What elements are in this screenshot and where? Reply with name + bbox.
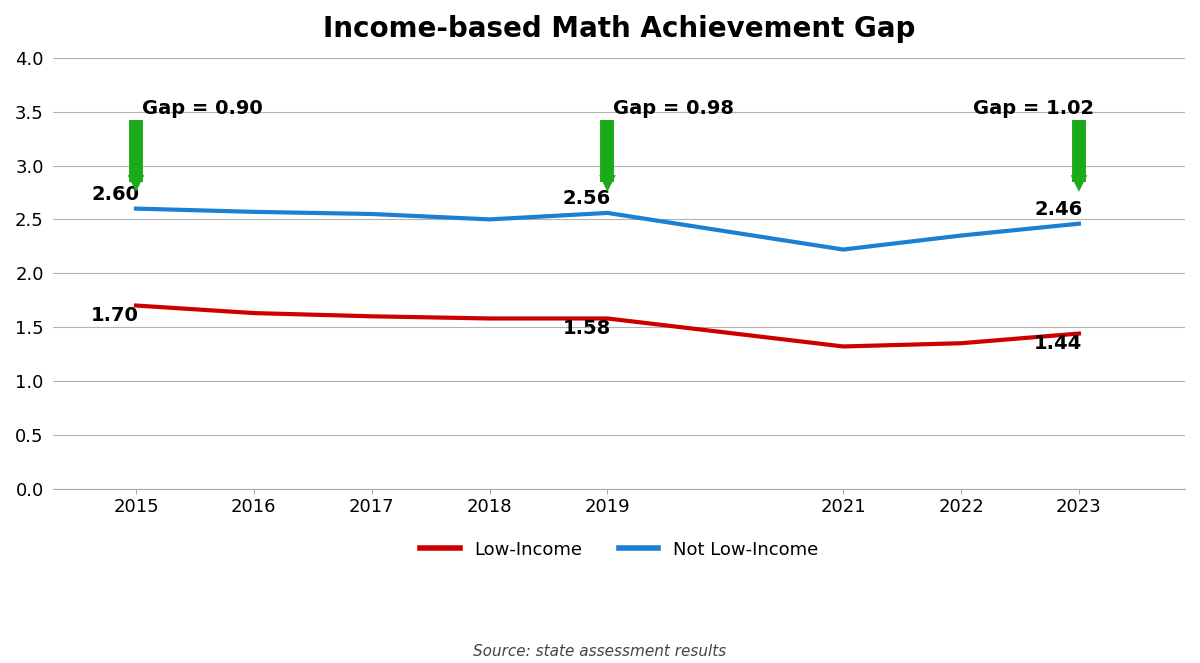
Not Low-Income xyxy=(1072,219,1086,227)
Text: 2.60: 2.60 xyxy=(91,185,139,204)
Not Low-Income xyxy=(600,209,614,217)
Text: Gap = 1.02: Gap = 1.02 xyxy=(973,99,1094,118)
Text: 1.70: 1.70 xyxy=(91,306,139,325)
Line: Not Low-Income: Not Low-Income xyxy=(136,209,1079,249)
Low-Income xyxy=(482,314,497,322)
Not Low-Income xyxy=(836,245,851,253)
Not Low-Income xyxy=(482,215,497,223)
Not Low-Income xyxy=(954,231,968,239)
Not Low-Income xyxy=(365,210,379,218)
Low-Income xyxy=(1072,330,1086,337)
Text: Gap = 0.98: Gap = 0.98 xyxy=(613,99,734,118)
Text: Gap = 0.90: Gap = 0.90 xyxy=(142,99,263,118)
Text: 2.46: 2.46 xyxy=(1034,200,1082,219)
Low-Income xyxy=(954,339,968,347)
Low-Income xyxy=(128,302,143,310)
Low-Income xyxy=(247,309,262,317)
Low-Income xyxy=(600,314,614,322)
Low-Income xyxy=(836,343,851,351)
Legend: Low-Income, Not Low-Income: Low-Income, Not Low-Income xyxy=(413,533,826,566)
Title: Income-based Math Achievement Gap: Income-based Math Achievement Gap xyxy=(323,15,916,43)
Low-Income xyxy=(365,312,379,320)
Not Low-Income xyxy=(128,205,143,213)
Text: 2.56: 2.56 xyxy=(563,190,611,208)
Text: 1.44: 1.44 xyxy=(1034,333,1082,353)
Line: Low-Income: Low-Income xyxy=(136,306,1079,347)
Text: Source: state assessment results: Source: state assessment results xyxy=(473,644,727,660)
Not Low-Income xyxy=(247,208,262,216)
Text: 1.58: 1.58 xyxy=(563,318,611,337)
